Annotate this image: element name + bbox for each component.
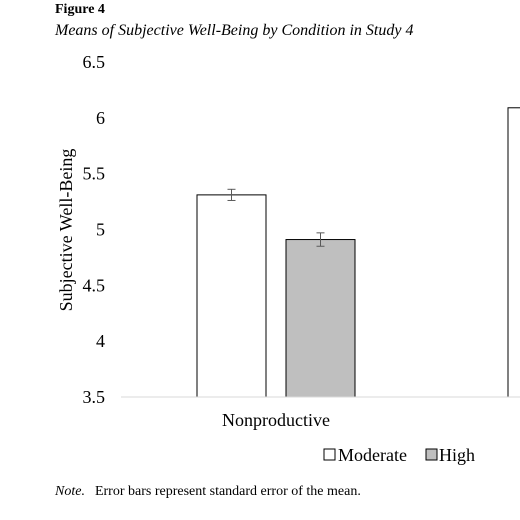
note-label: Note. xyxy=(55,484,85,499)
legend: Moderate High xyxy=(323,445,475,465)
bar-moderate-0 xyxy=(196,194,267,398)
y-axis-label: Subjective Well-Being xyxy=(56,149,76,312)
error-bar-moderate-0 xyxy=(227,188,236,201)
y-tick-label: 4 xyxy=(96,331,105,351)
legend-label-moderate: Moderate xyxy=(338,445,407,465)
legend-swatch-high xyxy=(425,448,438,461)
y-tick-label: 4.5 xyxy=(83,275,106,295)
bar-chart: 3.5 4 4.5 5 5.5 6 6.5 Subjective Well-Being No… xyxy=(56,52,520,465)
bar-moderate-1 xyxy=(507,107,520,398)
x-tick-label-nonproductive: Nonproductive xyxy=(222,410,330,430)
y-tick-label: 6.5 xyxy=(83,52,106,72)
y-tick-label: 3.5 xyxy=(83,387,106,407)
bar-high-0 xyxy=(285,239,356,398)
y-tick-label: 6 xyxy=(96,108,105,128)
y-axis-ticks: 3.5 4 4.5 5 5.5 6 6.5 xyxy=(83,52,106,407)
bars xyxy=(196,107,520,398)
legend-swatch-moderate xyxy=(323,448,336,461)
y-tick-label: 5 xyxy=(96,220,105,240)
y-tick-label: 5.5 xyxy=(83,164,106,184)
legend-label-high: High xyxy=(439,445,475,465)
figure-label: Figure 4 xyxy=(55,2,105,17)
note-text: Error bars represent standard error of t… xyxy=(94,484,361,499)
figure-title: Means of Subjective Well-Being by Condit… xyxy=(55,22,414,39)
error-bar-high-0 xyxy=(316,232,325,247)
figure-note: Note. Error bars represent standard error… xyxy=(55,484,361,500)
